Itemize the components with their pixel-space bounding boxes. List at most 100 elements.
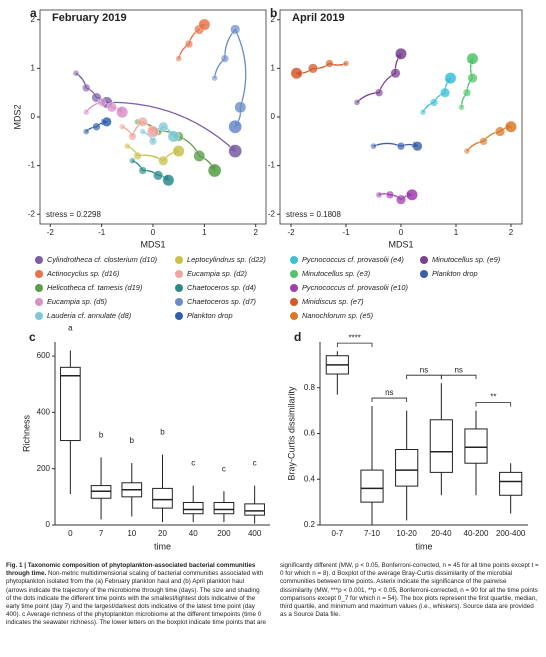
x-tick-label: 1 [202,228,207,237]
caption-label: Fig. 1 | Taxonomic composition of phytop… [6,562,256,578]
x-tick-label: 7-10 [364,529,381,538]
point [406,188,418,201]
box [429,419,453,473]
x-tick-label: 400 [248,529,262,538]
point [118,123,126,130]
trajectory [356,52,402,103]
x-tick-label: 10-20 [396,529,417,538]
point [148,137,158,146]
legend-swatch [420,270,428,278]
y-tick-label: 200 [37,464,51,473]
group-label: c [191,459,195,468]
significance-label: ** [490,393,496,402]
point [308,63,319,74]
point [375,191,383,199]
point [374,88,384,97]
legend-swatch [35,284,43,292]
point [440,87,451,98]
point [390,68,401,79]
point [137,116,148,127]
chart-title: February 2019 [52,12,127,24]
point [462,88,472,97]
y-axis-label: Bray-Curtis dissimilarity [286,386,296,481]
y-axis-label: Richness [21,414,31,452]
group-label: a [68,324,73,333]
point [139,128,146,135]
point [234,101,247,114]
panel-letter: c [29,330,36,344]
legend-entry: Pycnococcus cf. provasolii (e4) [302,255,404,264]
point [444,72,457,84]
point [153,170,164,181]
group-label: c [222,464,226,473]
point [495,126,506,137]
point [175,55,182,62]
y-tick-label: 0 [271,112,276,121]
y-tick-label: 400 [37,407,51,416]
significance-label: ns [385,388,393,397]
point [133,151,142,161]
legend-swatch [175,284,183,292]
trajectory [127,145,180,162]
legend-swatch [290,256,298,264]
legend-swatch [175,312,183,320]
trajectory [295,62,347,77]
box [499,471,523,496]
plot-frame [39,9,267,225]
point [228,144,242,158]
stress-annotation: stress = 0.1808 [286,210,341,219]
point [466,52,479,65]
y-tick-label: 0.6 [304,429,316,438]
legend-swatch [35,256,43,264]
panel-letter: b [270,6,277,20]
trajectory [121,121,154,139]
legend-swatch [175,298,183,306]
x-axis-label: MDS1 [140,239,165,249]
box [213,501,235,515]
box [395,449,419,487]
point [129,157,136,164]
y-tick-label: 2 [31,15,36,24]
y-tick-label: 1 [271,63,276,72]
significance-label: ns [420,365,428,374]
chart-title: April 2019 [292,12,345,24]
x-tick-label: -2 [47,228,55,237]
y-tick-label: 600 [37,351,51,360]
x-tick-label: 20 [158,529,167,538]
caption-body: Non-metric multidimensional scaling of b… [6,562,539,627]
point [92,122,101,131]
point [106,102,117,113]
point [116,106,129,119]
point [325,59,334,68]
legend-entry: Plankton drop [187,311,233,320]
legend-entry: Minutocellus sp. (e9) [432,255,501,264]
y-tick-label: 2 [271,15,276,24]
point [162,174,175,187]
significance-bracket [475,402,512,407]
legend-entry: Eucampia sp. (d5) [47,297,108,306]
point [138,166,147,175]
x-axis-label: time [154,541,171,551]
panel-letter: a [30,6,37,20]
legend-entry: Nanochlorum sp. (e5) [302,311,374,320]
point [412,141,423,152]
point [395,47,407,60]
x-tick-label: 200 [217,529,231,538]
point [353,99,361,106]
group-label: b [99,431,104,440]
trajectory [378,191,414,201]
point [396,142,406,151]
point [228,119,242,134]
legend-entry: Lauderia cf. annulate (d8) [47,311,132,320]
x-tick-label: 0 [68,529,73,538]
x-tick-label: 40-200 [464,529,489,538]
box [244,503,265,516]
point [167,130,180,143]
significance-label: ns [454,365,462,374]
point [385,190,395,199]
legend-swatch [175,270,183,278]
legend-entry: Actinocyclus sp. (d16) [46,269,120,278]
x-tick-label: 10 [127,529,136,538]
